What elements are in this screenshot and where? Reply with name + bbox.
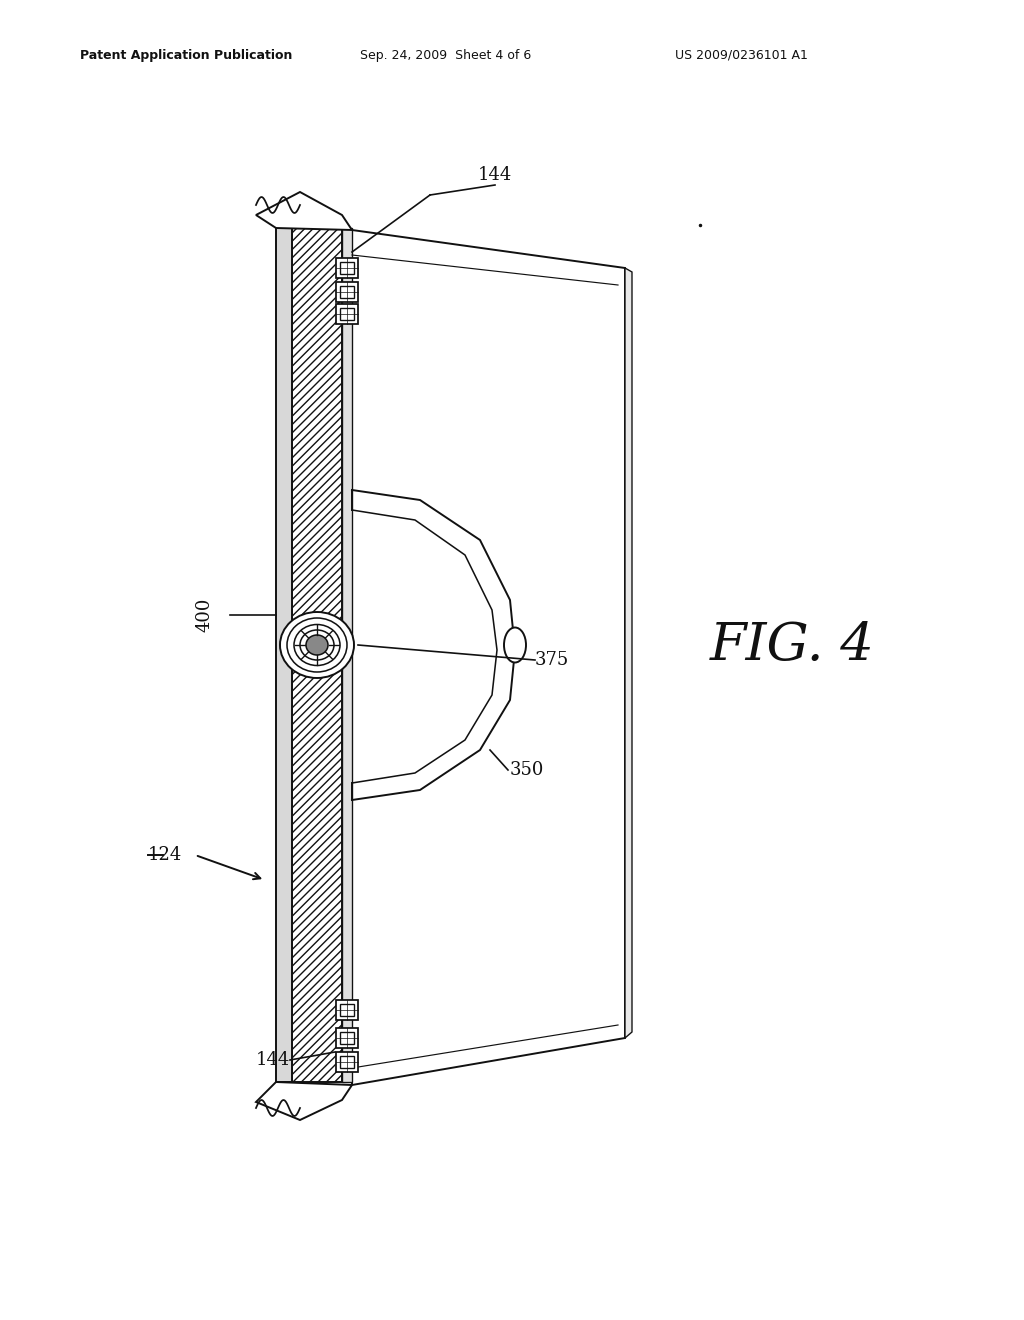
Text: FIG. 4: FIG. 4: [710, 620, 874, 671]
Polygon shape: [256, 191, 352, 230]
Text: 350: 350: [510, 762, 545, 779]
Polygon shape: [352, 230, 625, 1085]
Bar: [340, 286, 354, 298]
Bar: [340, 308, 354, 319]
Text: US 2009/0236101 A1: US 2009/0236101 A1: [675, 49, 808, 62]
Bar: [340, 261, 354, 275]
Text: Patent Application Publication: Patent Application Publication: [80, 49, 293, 62]
Bar: [336, 1052, 358, 1072]
Bar: [336, 304, 358, 323]
Ellipse shape: [504, 627, 526, 663]
Text: 375: 375: [535, 651, 569, 669]
Ellipse shape: [306, 635, 328, 655]
Text: 144: 144: [478, 166, 512, 183]
Bar: [340, 1032, 354, 1044]
Text: 124: 124: [148, 846, 182, 865]
Polygon shape: [256, 1082, 352, 1119]
Bar: [336, 1001, 358, 1020]
Text: 144: 144: [256, 1051, 290, 1069]
Polygon shape: [276, 228, 292, 1082]
Bar: [340, 1056, 354, 1068]
Ellipse shape: [280, 612, 354, 678]
Bar: [336, 257, 358, 279]
Text: Sep. 24, 2009  Sheet 4 of 6: Sep. 24, 2009 Sheet 4 of 6: [360, 49, 531, 62]
Polygon shape: [342, 228, 352, 1082]
Text: 400: 400: [196, 598, 214, 632]
Polygon shape: [625, 268, 632, 1038]
Bar: [340, 1005, 354, 1016]
Bar: [336, 282, 358, 302]
Polygon shape: [292, 228, 342, 1082]
Bar: [336, 1028, 358, 1048]
